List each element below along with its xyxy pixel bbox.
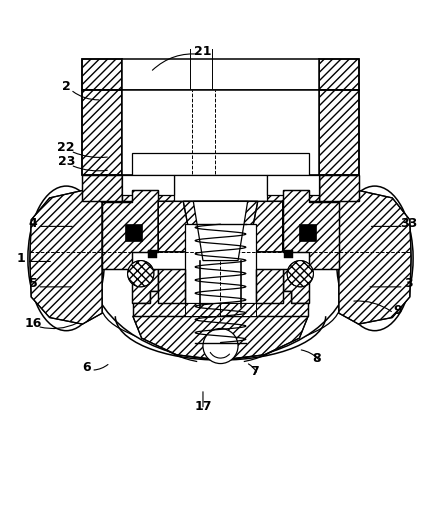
Text: 9: 9: [394, 304, 402, 316]
Bar: [284, 249, 293, 259]
Bar: [122, 59, 319, 90]
Bar: [255, 269, 283, 303]
Text: 21: 21: [194, 45, 212, 58]
Bar: [132, 153, 309, 175]
Polygon shape: [82, 59, 122, 90]
Polygon shape: [82, 90, 122, 175]
Text: 8: 8: [313, 352, 321, 365]
Text: 2: 2: [62, 80, 71, 93]
Ellipse shape: [28, 186, 105, 331]
Bar: [186, 303, 220, 316]
Bar: [175, 175, 266, 201]
Bar: [186, 224, 255, 303]
Ellipse shape: [89, 166, 352, 359]
Text: 23: 23: [58, 155, 75, 169]
Polygon shape: [319, 90, 359, 175]
Polygon shape: [82, 175, 122, 201]
Polygon shape: [132, 269, 158, 303]
Text: 22: 22: [57, 141, 75, 154]
Bar: [122, 90, 319, 175]
Text: 6: 6: [82, 361, 91, 373]
Polygon shape: [133, 291, 308, 316]
Polygon shape: [158, 201, 283, 272]
Bar: [266, 175, 319, 195]
Polygon shape: [102, 190, 158, 269]
Polygon shape: [183, 201, 258, 263]
Bar: [299, 224, 316, 241]
Text: 33: 33: [400, 217, 418, 230]
Ellipse shape: [336, 186, 413, 331]
Bar: [158, 269, 186, 303]
Text: 1: 1: [17, 252, 26, 265]
Text: 3: 3: [405, 277, 413, 290]
Bar: [125, 224, 142, 241]
Polygon shape: [30, 190, 102, 324]
Text: 16: 16: [24, 317, 41, 330]
Polygon shape: [122, 175, 319, 201]
Text: 17: 17: [194, 400, 212, 413]
Text: 4: 4: [29, 217, 37, 230]
Polygon shape: [89, 90, 122, 119]
Circle shape: [203, 329, 238, 364]
Circle shape: [287, 261, 314, 287]
Bar: [255, 269, 283, 303]
Polygon shape: [283, 190, 339, 269]
Bar: [186, 303, 220, 316]
Polygon shape: [319, 59, 359, 90]
Circle shape: [127, 261, 154, 287]
Text: 5: 5: [29, 277, 37, 290]
Polygon shape: [193, 201, 248, 261]
Bar: [220, 303, 255, 316]
Text: 7: 7: [250, 365, 259, 378]
Polygon shape: [133, 316, 308, 360]
Bar: [220, 303, 255, 316]
Bar: [148, 249, 157, 259]
Polygon shape: [283, 269, 309, 303]
Bar: [122, 175, 175, 195]
Polygon shape: [339, 190, 411, 324]
Bar: [158, 269, 186, 303]
Polygon shape: [319, 175, 359, 201]
